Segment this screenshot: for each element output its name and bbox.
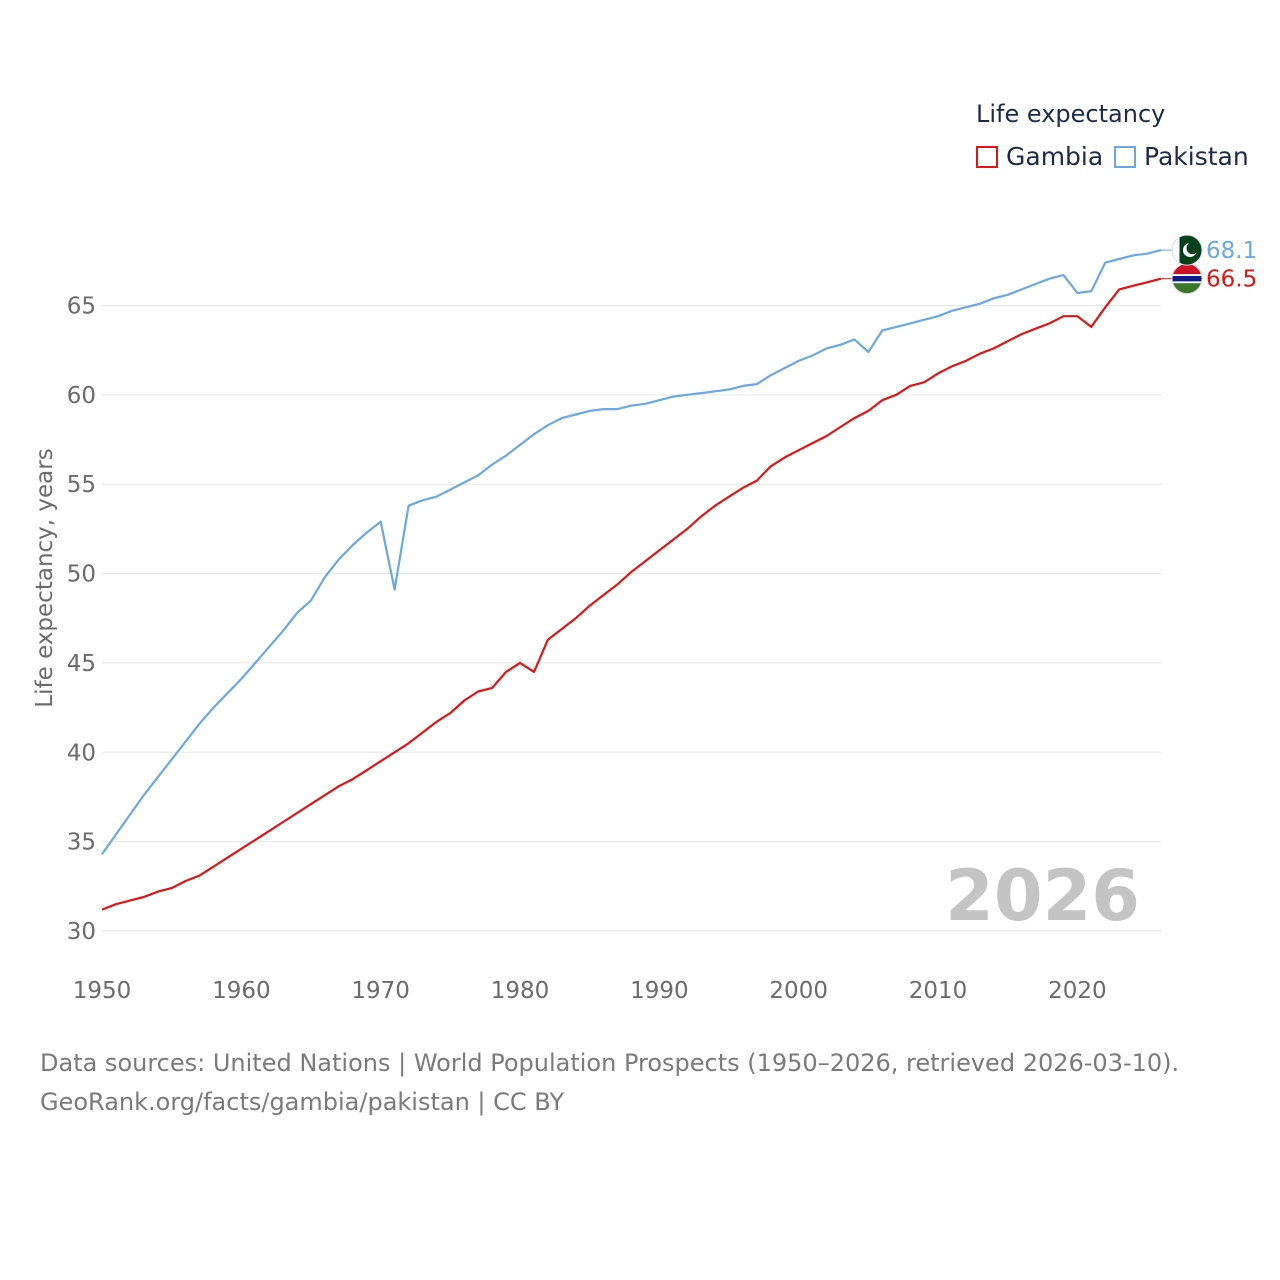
legend-label-gambia: Gambia [1006,142,1104,171]
x-tick-label: 2020 [1048,978,1107,1004]
legend-item-gambia[interactable]: Gambia [976,142,1103,171]
x-tick-label: 1990 [630,978,689,1004]
legend-item-pakistan[interactable]: Pakistan [1114,142,1249,171]
legend-title: Life expectancy [976,100,1166,128]
year-label: 2026 [945,855,1140,937]
y-axis-title: Life expectancy, years [32,448,58,707]
x-tick-label: 1970 [351,978,410,1004]
source-note: Data sources: United Nations | World Pop… [40,1044,1179,1122]
series-line-pakistan[interactable] [101,249,1162,855]
x-tick-label: 2000 [769,978,828,1004]
x-tick-label: 1950 [73,978,132,1004]
end-value-gambia: 66.5 [1206,267,1257,293]
series-line-gambia[interactable] [101,277,1162,911]
gambia-flag-icon [1171,263,1203,295]
y-tick-label: 65 [67,293,96,319]
credit-line[interactable]: GeoRank.org/facts/gambia/pakistan | CC B… [40,1088,565,1116]
source-line: Data sources: United Nations | World Pop… [40,1049,1180,1077]
x-tick-label: 1980 [491,978,550,1004]
x-tick-label: 1960 [212,978,271,1004]
pakistan-flag-icon [1171,234,1203,266]
y-tick-label: 30 [67,919,96,945]
y-tick-label: 60 [67,383,96,409]
legend-label-pakistan: Pakistan [1144,142,1249,171]
gridlines [102,304,1161,932]
y-tick-label: 50 [67,562,96,588]
legend-swatch-pakistan [1114,145,1136,168]
y-tick-label: 35 [67,830,96,856]
y-tick-label: 45 [67,651,96,677]
y-tick-label: 40 [67,740,96,766]
series-end-markers: 66.5 68.1 [1161,234,1257,295]
end-value-pakistan: 68.1 [1206,238,1257,264]
series-lines [101,249,1162,911]
legend-swatch-gambia [976,145,998,168]
y-axis-ticks: 30 35 40 45 50 55 60 65 [67,293,96,945]
x-tick-label: 2010 [909,978,968,1004]
x-axis-ticks: 1950 1960 1970 1980 1990 2000 2010 2020 [73,978,1107,1004]
y-tick-label: 55 [67,472,96,498]
